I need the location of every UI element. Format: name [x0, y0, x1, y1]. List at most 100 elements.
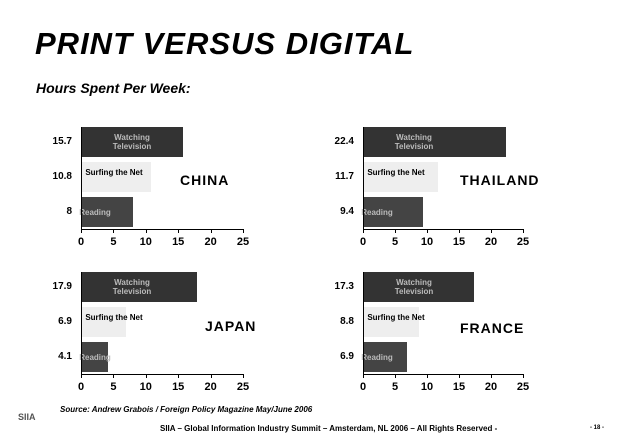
- category-label: Surfing the Net: [85, 168, 143, 177]
- x-tick-label: 0: [359, 236, 367, 248]
- x-tick-label: 20: [204, 236, 217, 248]
- tick-mark: [210, 229, 212, 233]
- value-label: 8.8: [340, 316, 354, 327]
- x-tick-label: 15: [452, 236, 466, 248]
- bar: [363, 307, 420, 337]
- y-axis: [363, 272, 364, 374]
- bar: [363, 127, 507, 157]
- x-tick-label: 25: [516, 236, 530, 248]
- x-tick-label: 15: [452, 381, 466, 393]
- tick-mark: [395, 374, 396, 378]
- category-label: Reading: [361, 208, 393, 217]
- category-label: Watching Television: [112, 133, 152, 151]
- tick-mark: [459, 229, 460, 233]
- x-tick-label: 25: [236, 236, 250, 248]
- tick-mark: [113, 374, 115, 378]
- logo: SIIA: [18, 412, 36, 422]
- x-tick-label: 25: [236, 381, 250, 393]
- slide-title: PRINT VERSUS DIGITAL: [35, 26, 415, 61]
- x-tick-label: 10: [139, 236, 152, 248]
- x-tick-label: 25: [516, 381, 530, 393]
- page-number: - 18 -: [590, 425, 605, 431]
- x-axis: [363, 229, 523, 230]
- x-tick-label: 10: [420, 381, 434, 393]
- tick-mark: [178, 229, 180, 233]
- tick-mark: [427, 229, 428, 233]
- chart-title: CHINA: [180, 172, 230, 188]
- tick-mark: [523, 229, 524, 233]
- tick-mark: [363, 374, 364, 378]
- tick-mark: [243, 374, 244, 378]
- x-axis: [81, 374, 243, 375]
- category-label: Reading: [79, 208, 111, 217]
- bar: [363, 342, 408, 372]
- bar: [81, 342, 108, 372]
- x-tick-label: 20: [484, 381, 498, 393]
- tick-mark: [395, 229, 396, 233]
- x-tick-label: 20: [484, 236, 498, 248]
- y-axis: [363, 127, 364, 229]
- tick-mark: [363, 229, 364, 233]
- x-tick-label: 10: [139, 381, 152, 393]
- x-axis: [81, 229, 243, 230]
- tick-mark: [145, 374, 147, 378]
- x-tick-label: 0: [77, 236, 85, 248]
- chart-title: FRANCE: [460, 320, 525, 336]
- bar: [363, 272, 474, 302]
- x-axis: [363, 374, 523, 375]
- tick-mark: [523, 374, 524, 378]
- bar: [81, 127, 183, 157]
- bar: [81, 272, 197, 302]
- category-label: Watching Television: [112, 278, 152, 296]
- value-label: 6.9: [58, 316, 72, 327]
- bar: [81, 162, 151, 192]
- x-tick-label: 10: [420, 236, 434, 248]
- footer: SIIA – Global Information Industry Summi…: [160, 424, 498, 433]
- tick-mark: [210, 374, 212, 378]
- value-label: 17.9: [52, 281, 72, 292]
- tick-mark: [81, 374, 82, 378]
- value-label: 17.3: [334, 281, 354, 292]
- x-tick-label: 5: [110, 236, 117, 248]
- tick-mark: [459, 374, 460, 378]
- category-label: Reading: [79, 353, 111, 362]
- x-tick-label: 0: [77, 381, 85, 393]
- tick-mark: [243, 229, 244, 233]
- bar: [81, 307, 126, 337]
- category-label: Surfing the Net: [367, 168, 425, 177]
- value-label: 6.9: [340, 351, 354, 362]
- x-tick-label: 15: [172, 236, 185, 248]
- category-label: Surfing the Net: [367, 313, 425, 322]
- bar: [363, 197, 424, 227]
- tick-mark: [81, 229, 82, 233]
- x-tick-label: 5: [391, 381, 399, 393]
- tick-mark: [491, 374, 492, 378]
- value-label: 15.7: [52, 136, 72, 147]
- x-tick-label: 0: [359, 381, 367, 393]
- x-tick-label: 5: [110, 381, 117, 393]
- tick-mark: [427, 374, 428, 378]
- slide-subtitle: Hours Spent Per Week:: [36, 80, 191, 96]
- value-label: 11.7: [335, 171, 354, 182]
- x-tick-label: 15: [172, 381, 185, 393]
- tick-mark: [491, 229, 492, 233]
- bar: [363, 162, 438, 192]
- source: Source: Andrew Grabois / Foreign Policy …: [60, 405, 313, 414]
- y-axis: [81, 272, 82, 374]
- x-tick-label: 5: [391, 236, 399, 248]
- category-label: Watching Television: [394, 278, 434, 296]
- value-label: 8: [66, 206, 72, 217]
- category-label: Reading: [361, 353, 393, 362]
- tick-mark: [113, 229, 115, 233]
- value-label: 9.4: [340, 206, 354, 217]
- value-label: 10.8: [52, 171, 72, 182]
- category-label: Surfing the Net: [85, 313, 143, 322]
- category-label: Watching Television: [394, 133, 434, 151]
- tick-mark: [145, 229, 147, 233]
- x-tick-label: 20: [204, 381, 217, 393]
- tick-mark: [178, 374, 180, 378]
- bar: [81, 197, 133, 227]
- chart-title: THAILAND: [460, 172, 540, 188]
- value-label: 4.1: [58, 351, 72, 362]
